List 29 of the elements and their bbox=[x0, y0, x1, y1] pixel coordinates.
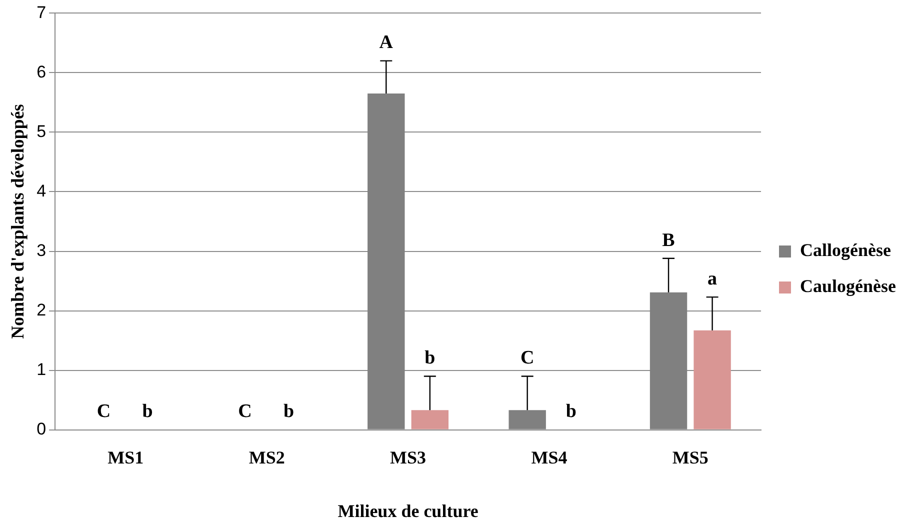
annotation: C bbox=[238, 401, 252, 422]
x-tick-label: MS4 bbox=[531, 447, 568, 468]
y-tick-label: 4 bbox=[36, 181, 46, 200]
legend-label: Caulogénèse bbox=[800, 276, 896, 296]
legend-label: Callogénèse bbox=[800, 240, 891, 260]
y-tick-label: 6 bbox=[36, 62, 46, 82]
y-tick-label: 1 bbox=[36, 360, 46, 379]
annotation: C bbox=[520, 348, 534, 369]
x-tick-label: MS5 bbox=[672, 447, 708, 468]
y-tick-label: 7 bbox=[36, 2, 46, 22]
x-tick-label: MS3 bbox=[390, 447, 426, 468]
y-axis-title: Nombre d'explants développés bbox=[7, 104, 28, 339]
annotation: b bbox=[424, 348, 436, 369]
y-tick-label: 2 bbox=[36, 300, 46, 320]
annotation: b bbox=[142, 401, 153, 422]
annotation: b bbox=[566, 401, 576, 422]
annotation: C bbox=[96, 401, 111, 422]
x-tick-label: MS2 bbox=[248, 447, 285, 468]
bar bbox=[694, 330, 731, 430]
x-tick-label: MS1 bbox=[108, 447, 144, 468]
bar bbox=[411, 410, 449, 430]
annotation: B bbox=[662, 230, 676, 251]
annotation: b bbox=[283, 401, 294, 422]
y-tick-label: 0 bbox=[36, 419, 46, 438]
annotation: a bbox=[708, 268, 718, 290]
annotation: A bbox=[379, 32, 394, 54]
y-tick-label: 3 bbox=[36, 240, 46, 260]
x-axis-title: Milieux de culture bbox=[338, 500, 478, 521]
y-tick-label: 5 bbox=[36, 122, 46, 141]
